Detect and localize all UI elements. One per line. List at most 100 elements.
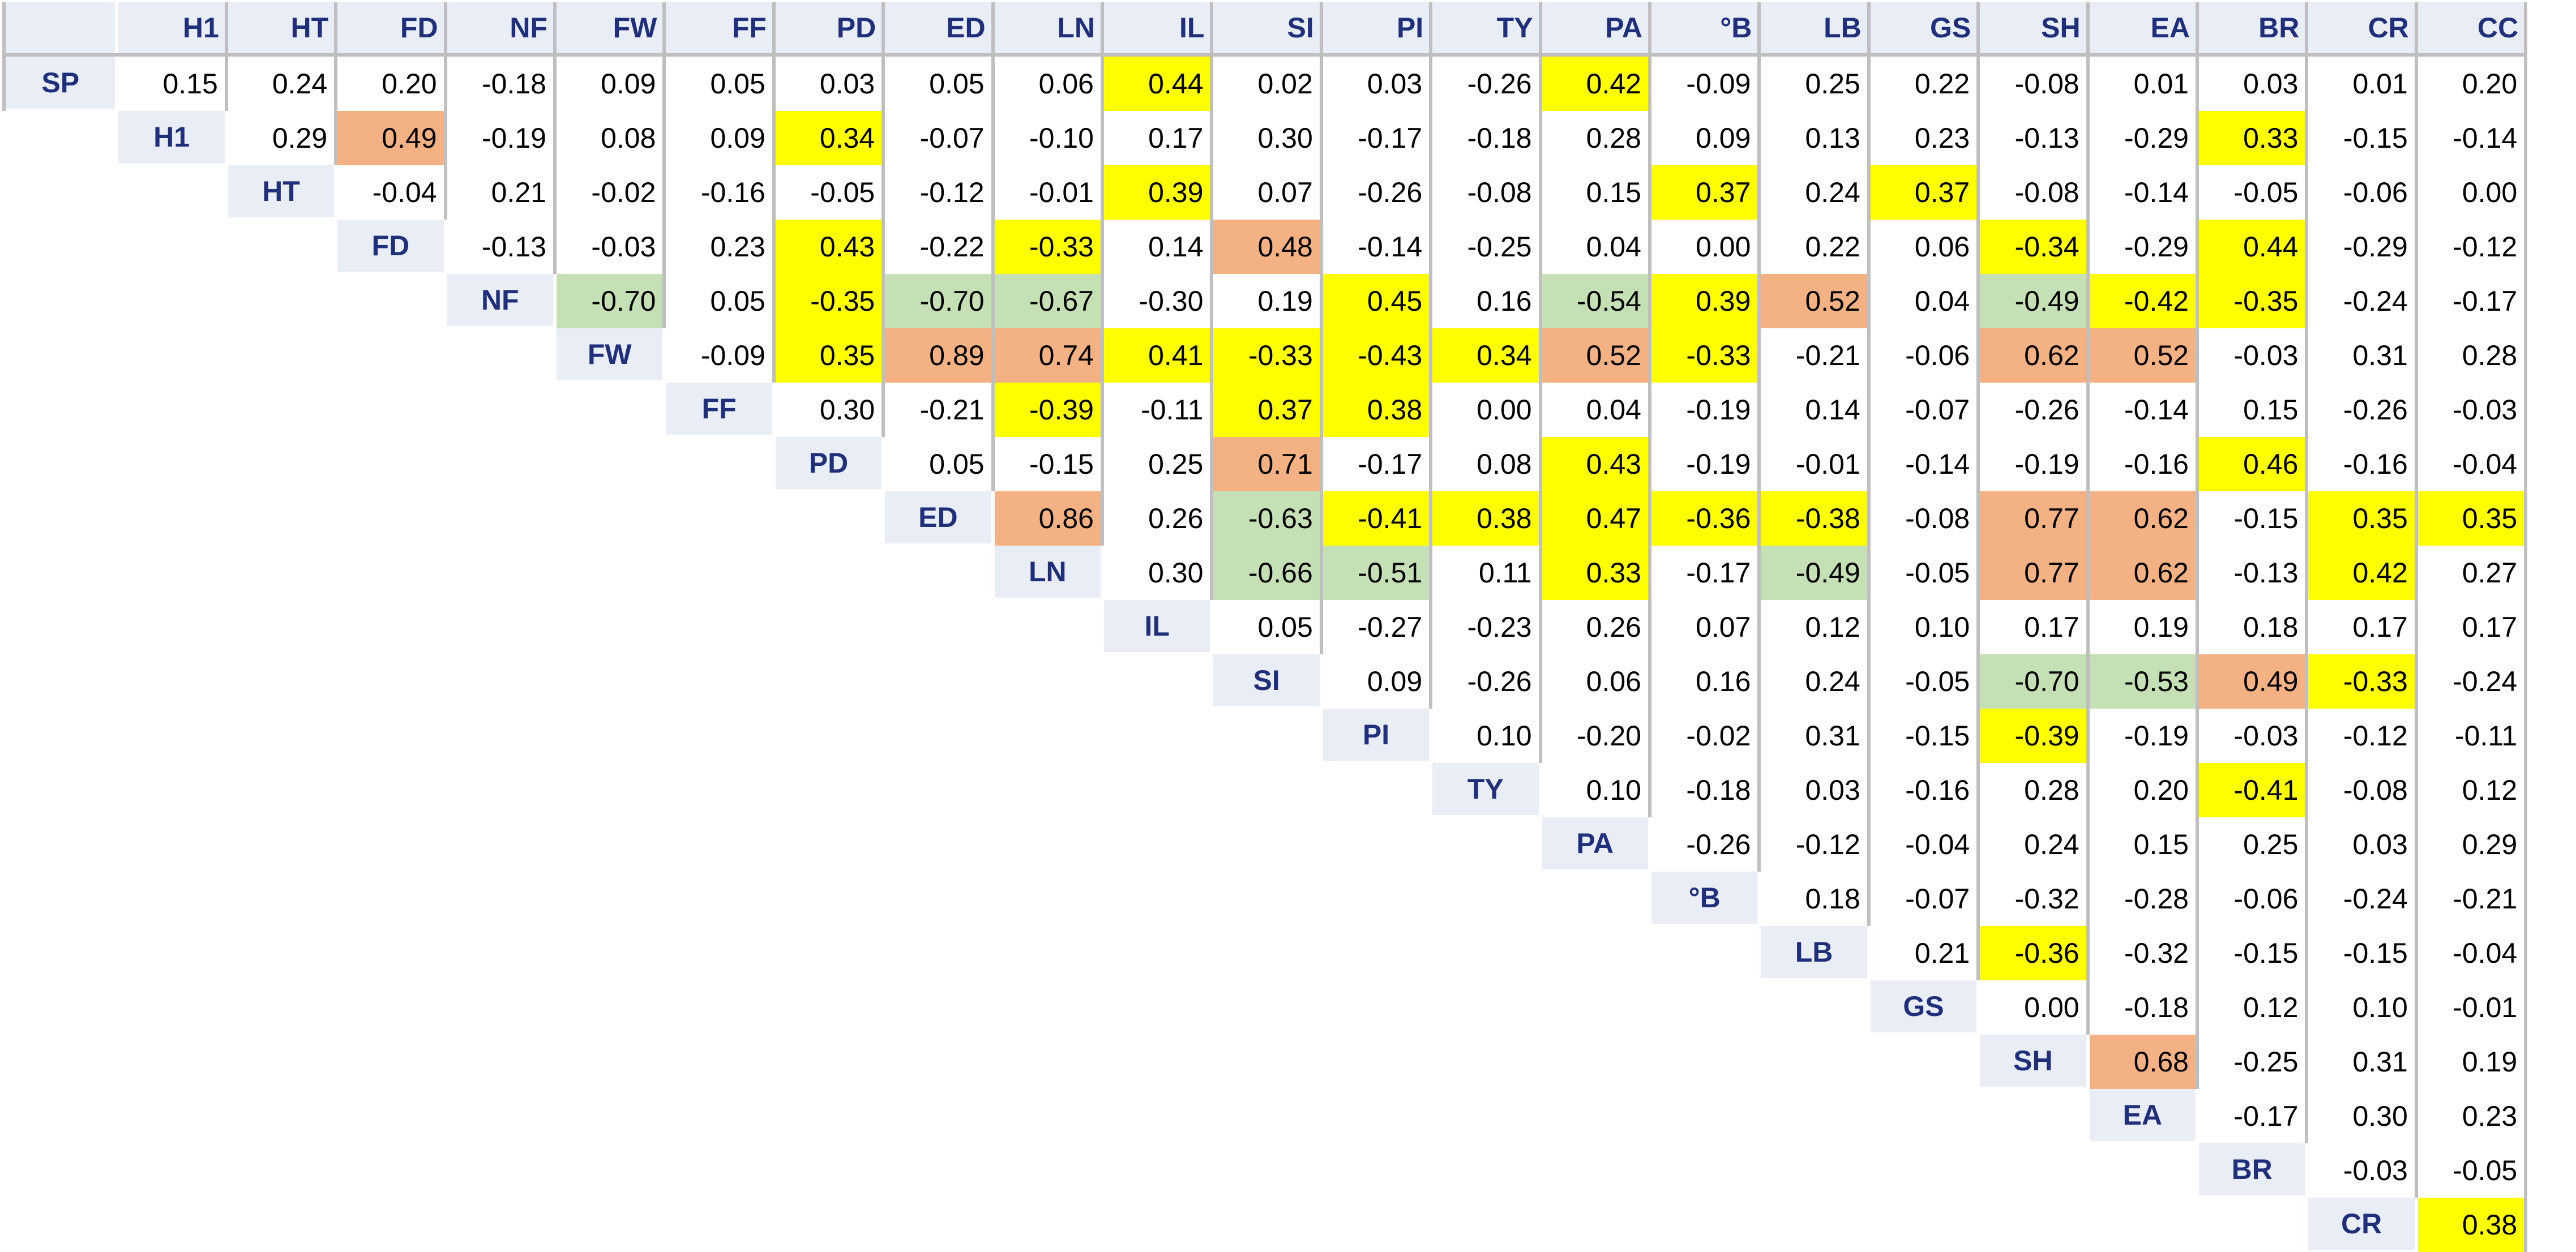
value-cell: -0.22 <box>885 220 991 274</box>
value-cell: 0.12 <box>2199 980 2305 1035</box>
value-cell: 0.08 <box>1432 437 1539 491</box>
row-label-10: IL <box>1104 600 1210 652</box>
column-separator <box>2305 2 2309 1143</box>
value-cell: 0.25 <box>2199 817 2305 872</box>
value-cell: -0.18 <box>1432 111 1539 165</box>
value-cell: 0.38 <box>1323 383 1430 437</box>
value-cell: -0.33 <box>1213 328 1320 383</box>
value-cell: -0.08 <box>1870 491 1977 546</box>
left-separator <box>2 2 6 111</box>
value-cell: 0.45 <box>1323 274 1430 328</box>
col-header-11: PI <box>1323 2 1430 53</box>
value-cell: -0.07 <box>1870 383 1977 437</box>
value-cell: -0.49 <box>1980 274 2086 328</box>
value-cell: 0.19 <box>2417 1035 2524 1089</box>
value-cell: -0.05 <box>775 165 882 220</box>
column-separator <box>2414 2 2418 1198</box>
value-cell: -0.70 <box>1980 654 2086 709</box>
column-separator <box>1210 2 1214 600</box>
value-cell: -0.42 <box>2089 274 2196 328</box>
value-cell: 0.05 <box>666 274 772 328</box>
value-cell: 0.18 <box>1761 872 1867 926</box>
value-cell: 0.62 <box>2089 491 2196 546</box>
value-cell: 0.35 <box>2308 491 2415 546</box>
value-cell: 0.37 <box>1213 383 1320 437</box>
row-label-9: LN <box>994 546 1101 598</box>
value-cell: -0.18 <box>2089 980 2196 1035</box>
row-label-12: PI <box>1323 709 1430 761</box>
value-cell: -0.21 <box>1761 328 1867 383</box>
value-cell: 0.13 <box>1761 111 1867 165</box>
value-cell: 0.10 <box>2308 980 2415 1035</box>
row-label-1: H1 <box>118 111 225 163</box>
value-cell: -0.63 <box>1213 491 1320 546</box>
value-cell: -0.19 <box>447 111 553 165</box>
value-cell: -0.03 <box>2308 1143 2415 1198</box>
col-header-7: ED <box>885 2 991 53</box>
value-cell: 0.17 <box>2308 600 2415 654</box>
value-cell: 0.44 <box>1104 57 1210 111</box>
col-header-18: EA <box>2089 2 2196 53</box>
value-cell: 0.20 <box>2089 763 2196 817</box>
value-cell: 0.89 <box>885 328 991 383</box>
row-label-13: TY <box>1432 763 1539 815</box>
row-label-4: NF <box>447 274 553 326</box>
value-cell: -0.13 <box>447 220 553 274</box>
value-cell: 0.04 <box>1542 383 1648 437</box>
value-cell: 0.01 <box>2308 57 2415 111</box>
col-header-8: LN <box>994 2 1101 53</box>
value-cell: 0.29 <box>2417 817 2524 872</box>
value-cell: -0.08 <box>1980 57 2086 111</box>
value-cell: 0.01 <box>2089 57 2196 111</box>
value-cell: 0.29 <box>228 111 335 165</box>
value-cell: 0.02 <box>1213 57 1320 111</box>
value-cell: 0.30 <box>1213 111 1320 165</box>
value-cell: -0.15 <box>2308 111 2415 165</box>
column-separator <box>1867 2 1871 926</box>
value-cell: 0.14 <box>1104 220 1210 274</box>
value-cell: -0.11 <box>1104 383 1210 437</box>
value-cell: -0.41 <box>1323 491 1430 546</box>
value-cell: 0.62 <box>1980 328 2086 383</box>
value-cell: 0.09 <box>557 57 663 111</box>
value-cell: -0.26 <box>2308 383 2415 437</box>
value-cell: 0.15 <box>1542 165 1648 220</box>
value-cell: -0.24 <box>2308 274 2415 328</box>
value-cell: 0.19 <box>2089 600 2196 654</box>
column-separator <box>334 2 338 165</box>
value-cell: 0.24 <box>228 57 335 111</box>
value-cell: -0.17 <box>1651 546 1758 600</box>
value-cell: 0.09 <box>1651 111 1758 165</box>
value-cell: -0.14 <box>2089 383 2196 437</box>
value-cell: -0.35 <box>2199 274 2305 328</box>
value-cell: -0.05 <box>2199 165 2305 220</box>
row-label-18: SH <box>1980 1035 2086 1087</box>
value-cell: -0.17 <box>2417 274 2524 328</box>
value-cell: -0.06 <box>1870 328 1977 383</box>
value-cell: 0.43 <box>1542 437 1648 491</box>
value-cell: -0.30 <box>1104 274 1210 328</box>
value-cell: 0.31 <box>1761 709 1867 763</box>
value-cell: 0.05 <box>885 57 991 111</box>
value-cell: -0.23 <box>1432 600 1539 654</box>
value-cell: 0.38 <box>2417 1198 2524 1252</box>
value-cell: -0.17 <box>2199 1089 2305 1143</box>
col-header-20: CR <box>2308 2 2415 53</box>
col-header-12: TY <box>1432 2 1539 53</box>
value-cell: 0.86 <box>994 491 1101 546</box>
column-separator <box>1538 2 1542 763</box>
value-cell: 0.49 <box>337 111 444 165</box>
column-separator <box>1757 2 1761 872</box>
value-cell: -0.05 <box>1870 546 1977 600</box>
col-header-5: FF <box>666 2 772 53</box>
col-header-9: IL <box>1104 2 1210 53</box>
value-cell: 0.10 <box>1870 600 1977 654</box>
column-separator <box>882 2 885 437</box>
value-cell: -0.12 <box>2308 709 2415 763</box>
value-cell: -0.36 <box>1651 491 1758 546</box>
value-cell: -0.33 <box>994 220 1101 274</box>
row-label-11: SI <box>1213 654 1320 706</box>
value-cell: 0.33 <box>2199 111 2305 165</box>
column-separator <box>2524 2 2528 1252</box>
